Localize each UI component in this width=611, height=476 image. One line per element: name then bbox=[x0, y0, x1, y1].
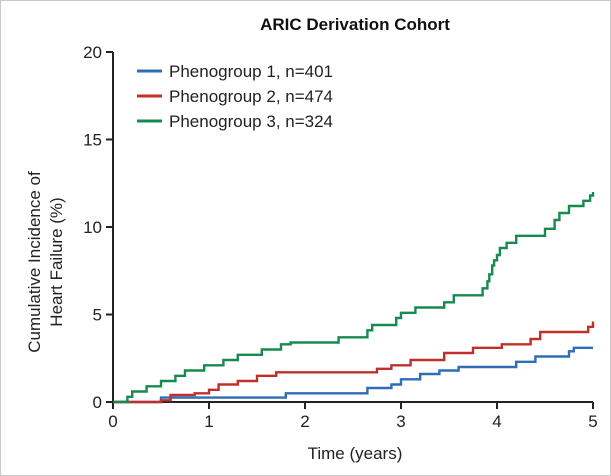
axes: 0 1 2 3 4 5 0 5 10 15 20 bbox=[83, 43, 598, 431]
x-tick-label: 0 bbox=[108, 412, 117, 431]
x-tick-label: 1 bbox=[204, 412, 213, 431]
series-lines bbox=[113, 192, 595, 404]
x-tick-label: 5 bbox=[588, 412, 597, 431]
legend-label-phenogroup-3: Phenogroup 3, n=324 bbox=[169, 112, 333, 131]
x-axis-label: Time (years) bbox=[308, 444, 403, 463]
x-tick-label: 3 bbox=[396, 412, 405, 431]
x-tick-label: 2 bbox=[300, 412, 309, 431]
series-line-phenogroup-1 bbox=[113, 346, 593, 404]
series-line-phenogroup-2 bbox=[113, 321, 595, 404]
y-tick-label: 0 bbox=[93, 393, 102, 412]
x-tick-label: 4 bbox=[492, 412, 501, 431]
legend: Phenogroup 1, n=401 Phenogroup 2, n=474 Ph… bbox=[137, 62, 333, 131]
legend-label-phenogroup-1: Phenogroup 1, n=401 bbox=[169, 62, 333, 81]
y-tick-label: 15 bbox=[83, 131, 102, 150]
y-tick-label: 20 bbox=[83, 43, 102, 62]
y-tick-label: 10 bbox=[83, 218, 102, 237]
chart-title: ARIC Derivation Cohort bbox=[260, 15, 450, 34]
y-axis-label-line-2: Heart Failure (%) bbox=[47, 197, 66, 326]
legend-label-phenogroup-2: Phenogroup 2, n=474 bbox=[169, 87, 333, 106]
y-tick-label: 5 bbox=[93, 306, 102, 325]
y-axis-label-line-1: Cumulative Incidence of bbox=[25, 171, 44, 353]
series-line-phenogroup-3 bbox=[113, 192, 595, 404]
y-axis-label: Cumulative Incidence of Heart Failure (%… bbox=[25, 171, 66, 353]
